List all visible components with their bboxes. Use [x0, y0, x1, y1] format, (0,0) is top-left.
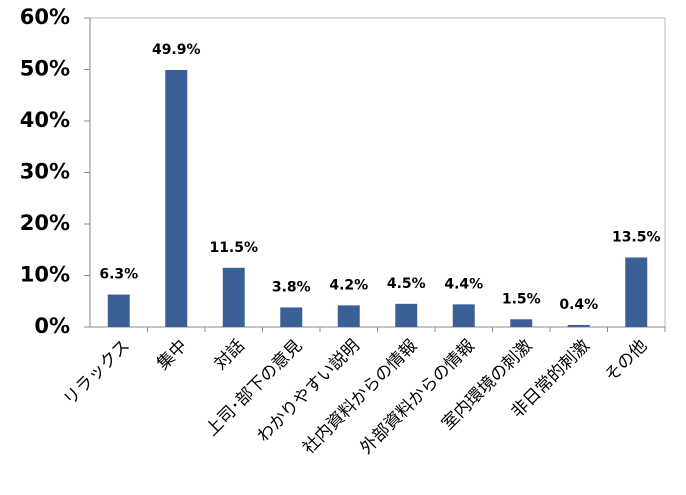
x-tick-label: リラックス — [60, 336, 134, 410]
value-label: 3.8% — [272, 279, 311, 295]
x-tick-label: その他 — [601, 336, 651, 386]
value-label: 6.3% — [99, 267, 138, 283]
value-label: 0.4% — [559, 297, 598, 313]
value-label: 4.4% — [444, 276, 483, 292]
x-tick-label: 対話 — [211, 336, 249, 374]
y-tick-label: 10% — [20, 263, 70, 287]
value-label: 13.5% — [612, 229, 661, 245]
value-label: 4.2% — [329, 277, 368, 293]
y-tick-label: 40% — [20, 108, 70, 132]
bar — [280, 307, 303, 327]
y-tick-label: 60% — [20, 5, 70, 29]
bar — [165, 70, 188, 327]
value-label: 4.5% — [387, 276, 426, 292]
bar — [395, 303, 418, 327]
bar — [107, 294, 130, 327]
x-tick-label: 集中 — [153, 336, 191, 374]
bar — [452, 304, 475, 327]
y-tick-label: 50% — [20, 57, 70, 81]
x-tick-label: わかりやすい説明 — [254, 336, 364, 446]
value-label: 49.9% — [152, 42, 201, 58]
y-tick-label: 30% — [20, 160, 70, 184]
value-label: 1.5% — [502, 291, 541, 307]
bar — [567, 324, 590, 327]
bar — [337, 305, 360, 327]
y-tick-label: 20% — [20, 211, 70, 235]
value-label: 11.5% — [209, 240, 258, 256]
bar — [510, 319, 533, 327]
y-tick-label: 0% — [34, 314, 70, 338]
bar — [222, 267, 245, 327]
bar — [625, 257, 648, 327]
